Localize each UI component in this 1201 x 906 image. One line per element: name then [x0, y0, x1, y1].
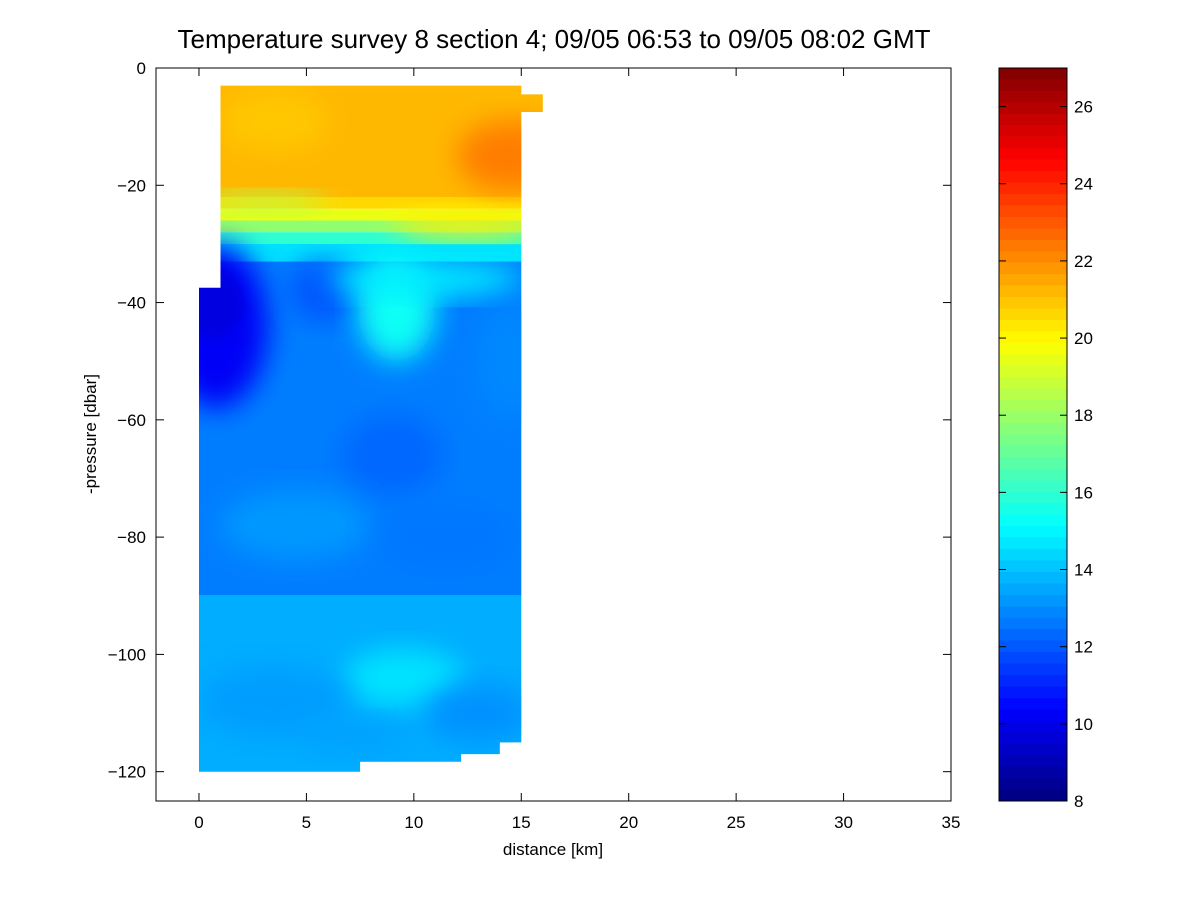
colorbar-tick-label: 16 — [1074, 483, 1093, 502]
y-tick-label: 0 — [137, 59, 146, 78]
x-tick-label: 15 — [512, 813, 531, 832]
x-axis: 0 5 10 15 20 25 30 35 — [194, 68, 960, 832]
surface-patch — [220, 91, 328, 151]
thermocline-band — [199, 232, 543, 244]
x-tick-label: 20 — [619, 813, 638, 832]
thermocline-band — [199, 243, 543, 262]
y-tick-label: −80 — [117, 528, 146, 547]
cool-patch — [340, 414, 444, 497]
cold-core — [199, 267, 242, 338]
colorbar-tick-label: 18 — [1074, 406, 1093, 425]
bottom-patch — [297, 718, 410, 755]
colorbar-tick-label: 26 — [1074, 98, 1093, 117]
x-tick-label: 30 — [834, 813, 853, 832]
mid-patch — [377, 501, 515, 573]
warm-intrusion — [327, 261, 522, 297]
warm-patch — [342, 648, 464, 708]
y-tick-label: −40 — [117, 294, 146, 313]
y-axis: 0 −20 −40 −60 −80 −100 −120 — [108, 59, 951, 782]
colorbar-tick-label: 8 — [1074, 792, 1083, 811]
mid-patch — [220, 490, 371, 561]
colorbar-tick-label: 14 — [1074, 561, 1093, 580]
thermocline-band — [392, 210, 543, 237]
bottom-patch — [424, 683, 533, 743]
colorbar-tick-label: 20 — [1074, 329, 1093, 348]
y-tick-label: −100 — [108, 645, 146, 664]
x-tick-label: 10 — [404, 813, 423, 832]
plot-frame — [155, 67, 952, 802]
y-tick-label: −60 — [117, 411, 146, 430]
temperature-field — [199, 85, 543, 772]
chart-title: Temperature survey 8 section 4; 09/05 06… — [178, 24, 931, 54]
thermocline-band — [199, 208, 543, 221]
thermocline-band — [199, 220, 543, 233]
x-tick-label: 25 — [727, 813, 746, 832]
x-tick-label: 0 — [194, 813, 203, 832]
colorbar — [998, 67, 1068, 802]
x-tick-label: 5 — [302, 813, 311, 832]
colorbar-tick-label: 22 — [1074, 252, 1093, 271]
y-tick-label: −20 — [117, 176, 146, 195]
y-tick-label: −120 — [108, 763, 146, 782]
colorbar-tick-label: 12 — [1074, 638, 1093, 657]
x-tick-label: 35 — [942, 813, 961, 832]
thermocline-band — [199, 193, 328, 213]
thermocline-band — [199, 197, 543, 209]
y-axis-label: -pressure [dbar] — [81, 374, 100, 494]
colorbar-tick-label: 10 — [1074, 715, 1093, 734]
colorbar-axis: 8 10 12 14 16 18 20 22 24 26 — [999, 98, 1093, 811]
colorbar-tick-label: 24 — [1074, 175, 1093, 194]
x-axis-label: distance [km] — [503, 840, 603, 859]
bottom-patch — [199, 666, 350, 737]
